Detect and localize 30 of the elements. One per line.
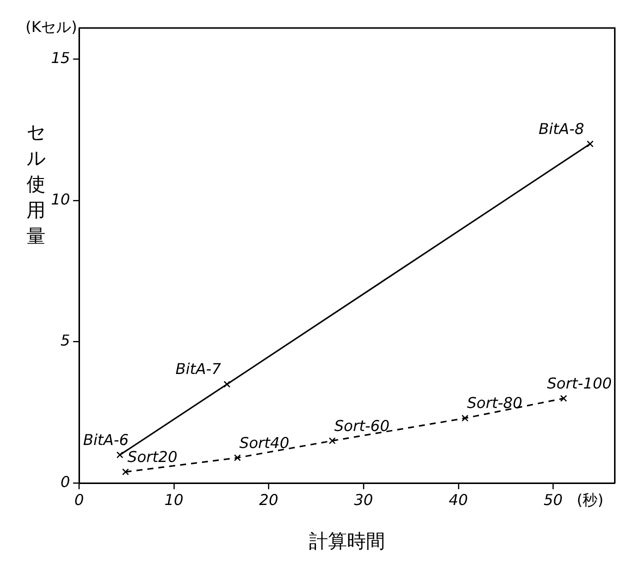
y-axis-title: セル使用量 — [26, 122, 46, 248]
text: (秒) — [576, 491, 604, 510]
x-tick-label: 50 — [544, 491, 563, 510]
point — [224, 380, 230, 388]
y-tick-label: 5 — [60, 332, 70, 350]
point — [116, 452, 124, 458]
annotation: BitA-7 — [175, 360, 222, 378]
point — [560, 394, 568, 402]
x-tick-label: 10 — [164, 491, 184, 510]
y-tick-label: 10 — [50, 190, 70, 208]
x-tick-label: 0 — [74, 491, 84, 510]
x-tick-label: 30 — [354, 491, 374, 510]
point — [586, 140, 594, 148]
annotation: Sort-100 — [547, 374, 612, 392]
point — [462, 414, 468, 422]
x-tick-label: 40 — [448, 491, 468, 510]
annotation: Sort-80 — [466, 394, 522, 412]
x-tick-label: 20 — [259, 491, 278, 510]
annotation: Sort40 — [239, 434, 290, 452]
point — [122, 468, 129, 476]
y-tick-label: 15 — [50, 48, 70, 67]
point — [234, 454, 241, 462]
x-axis-title: 計算時間 — [308, 530, 385, 553]
annotation: Sort-60 — [334, 416, 390, 435]
text: (Kセル) — [26, 18, 78, 36]
annotation: BitA-8 — [538, 120, 584, 138]
annotation: Sort20 — [128, 448, 178, 466]
y-tick-label: 0 — [60, 473, 70, 492]
point — [328, 437, 336, 444]
annotation: BitA-6 — [83, 430, 129, 449]
